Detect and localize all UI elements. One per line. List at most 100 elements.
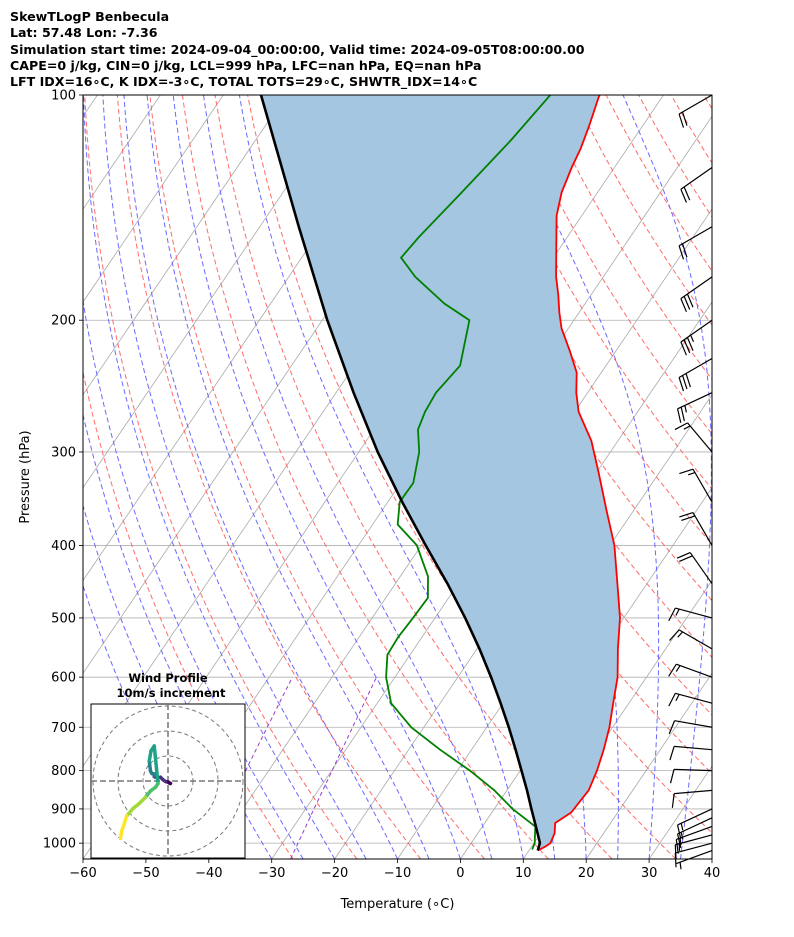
moist-adiabat: [711, 855, 712, 859]
cin-shaded-area: [261, 95, 620, 851]
barb-full-flag: [669, 769, 675, 784]
wind-barb: [678, 226, 713, 260]
barb-full-flag: [668, 607, 676, 622]
barb-full-flag: [669, 746, 675, 761]
x-axis-label: Temperature (∘C): [340, 897, 455, 912]
wind-barb: [676, 817, 713, 848]
barb-full-flag: [674, 422, 688, 431]
wind-barb: [679, 468, 713, 503]
barb-full-flag: [671, 793, 675, 808]
wind-barb: [676, 392, 713, 423]
moist-adiabat: [622, 95, 712, 859]
temperature-line: [537, 95, 621, 852]
y-tick-label: 600: [51, 671, 76, 686]
barb-half-flag: [675, 665, 681, 672]
dry-adiabat: [116, 95, 422, 859]
barb-staff: [676, 849, 713, 865]
barb-half-flag: [677, 631, 684, 638]
barb-full-flag: [683, 339, 691, 354]
y-tick-label: 800: [51, 764, 76, 779]
y-tick-label: 900: [51, 802, 76, 817]
barb-staff: [687, 422, 713, 453]
y-tick-label: 400: [51, 539, 76, 554]
dry-adiabat: [605, 95, 712, 272]
hodograph-title: Wind Profile: [128, 671, 208, 685]
barb-full-flag: [675, 839, 679, 854]
barb-staff: [689, 552, 713, 585]
barb-full-flag: [686, 337, 694, 351]
x-tick-label: −40: [195, 866, 222, 881]
y-tick-label: 200: [51, 314, 76, 329]
barb-staff: [692, 468, 713, 503]
barb-full-flag: [680, 298, 687, 313]
dry-adiabat: [149, 95, 485, 859]
barb-staff: [677, 808, 713, 826]
barb-staff: [678, 629, 713, 650]
barb-full-flag: [680, 406, 685, 422]
wind-barb: [669, 745, 713, 761]
barb-staff: [675, 607, 713, 619]
dry-adiabat: [638, 95, 712, 218]
barb-full-flag: [680, 189, 687, 203]
barb-half-flag: [688, 472, 696, 476]
moist-adiabat: [238, 95, 524, 859]
barb-full-flag: [678, 377, 685, 392]
barb-full-flag: [681, 375, 688, 390]
wind-barb: [678, 94, 713, 128]
barb-half-flag: [679, 838, 682, 846]
barb-staff: [674, 768, 713, 772]
moist-adiabat: [102, 95, 367, 859]
wind-barb: [680, 319, 713, 356]
barb-full-flag: [676, 824, 682, 840]
barb-full-flag: [668, 720, 676, 735]
wind-barb: [674, 834, 713, 860]
wind-barb: [671, 789, 713, 808]
barb-full-flag: [679, 555, 693, 562]
barb-full-flag: [676, 552, 691, 559]
barb-staff: [677, 817, 713, 835]
wind-barb: [678, 357, 713, 392]
wind-barb: [668, 607, 713, 622]
stability-indices-text: LFT IDX=16∘C, K IDX=-3∘C, TOTAL TOTS=29∘…: [10, 74, 478, 90]
barb-half-flag: [675, 608, 680, 616]
x-tick-label: 0: [456, 866, 464, 881]
barb-half-flag: [680, 823, 684, 831]
dry-adiabat: [247, 95, 677, 859]
barb-staff: [680, 167, 713, 190]
barb-staff: [680, 276, 713, 300]
moist-adiabat: [172, 95, 461, 859]
moist-adiabat: [83, 503, 241, 859]
barb-staff: [676, 663, 713, 678]
barb-full-flag: [681, 515, 696, 521]
chart-header: SkewTLogP Benbecula Lat: 57.48 Lon: -7.3…: [10, 9, 584, 90]
series-layer: [259, 95, 621, 852]
barb-staff: [674, 745, 713, 751]
x-tick-label: 10: [515, 866, 532, 881]
barb-full-flag: [686, 293, 694, 308]
wind-barb: [668, 720, 713, 735]
moist-adiabat: [203, 95, 493, 859]
barb-staff: [678, 226, 713, 247]
x-tick-label: −10: [384, 866, 411, 881]
barb-half-flag: [683, 425, 691, 430]
x-tick-label: 20: [578, 866, 595, 881]
barb-full-flag: [668, 663, 677, 677]
barb-full-flag: [679, 511, 694, 518]
barb-half-flag: [690, 334, 695, 342]
wind-barb: [674, 422, 713, 453]
dry-adiabat: [769, 95, 794, 859]
convective-params-text: CAPE=0 j/kg, CIN=0 j/kg, LCL=999 hPa, LF…: [10, 57, 482, 73]
barb-staff: [675, 692, 713, 704]
x-tick-label: 40: [704, 866, 721, 881]
y-axis-label: Pressure (hPa): [18, 430, 33, 523]
wind-barb: [676, 849, 713, 870]
hodograph-segment: [118, 829, 124, 841]
wind-barb: [676, 552, 713, 585]
y-tick-label: 100: [51, 89, 76, 104]
y-tick-label: 300: [51, 445, 76, 460]
location-text: Lat: 57.48 Lon: -7.36: [10, 25, 158, 41]
barb-half-flag: [679, 862, 682, 870]
axes-layer: −60 −50 −40 −30 −20 −10 0 10 20 30 40 1000 900 800 700…: [18, 89, 720, 913]
barb-staff: [674, 789, 713, 795]
moist-adiabat: [123, 95, 398, 859]
